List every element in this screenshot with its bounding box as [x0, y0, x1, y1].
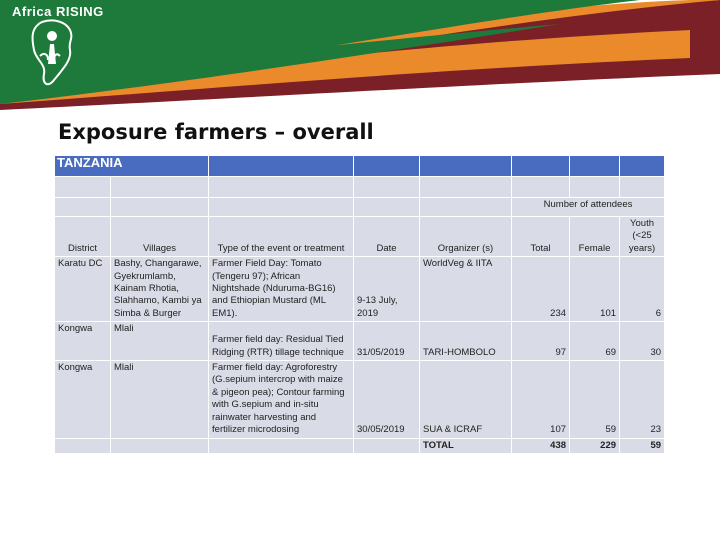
- organizer-cell: WorldVeg & IITA: [419, 256, 513, 323]
- date-cell: 9-13 July, 2019: [353, 256, 421, 323]
- column-header-row: District Villages Type of the event or t…: [54, 215, 666, 258]
- total-cell: 97: [511, 321, 571, 362]
- col-event: Type of the event or treatment: [208, 215, 355, 258]
- header-cell: [419, 155, 513, 177]
- blank-cell: [619, 176, 666, 198]
- blank-cell: [353, 176, 421, 198]
- attendance-table-container: TANZANIA Number of attendees District Vi…: [53, 155, 666, 454]
- date-cell: 30/05/2019: [353, 360, 421, 439]
- header-cell: [619, 155, 666, 177]
- totals-youth: 59: [619, 437, 666, 454]
- blank-cell: [419, 197, 513, 217]
- totals-female: 229: [569, 437, 621, 454]
- event-cell: Farmer field day: Residual Tied Ridging …: [208, 321, 355, 362]
- blank-cell: [109, 437, 210, 454]
- blank-cell: [208, 437, 355, 454]
- blank-cell: [511, 176, 571, 198]
- blank-cell: [54, 176, 111, 198]
- col-date: Date: [353, 215, 421, 258]
- header-banner: [0, 0, 720, 110]
- district-cell: Kongwa: [54, 321, 111, 362]
- slide-title: Exposure farmers – overall: [58, 120, 374, 144]
- blank-cell: [208, 176, 355, 198]
- blank-cell: [54, 197, 111, 217]
- header-cell: [208, 155, 355, 177]
- youth-cell: 30: [619, 321, 666, 362]
- col-organizer: Organizer (s): [419, 215, 513, 258]
- country-header: TANZANIA: [53, 155, 210, 177]
- attendees-header-row: Number of attendees: [54, 197, 666, 217]
- female-cell: 69: [569, 321, 621, 362]
- youth-cell: 6: [619, 256, 666, 323]
- date-cell: 31/05/2019: [353, 321, 421, 362]
- villages-cell: Bashy, Changarawe, Gyekrumlamb, Kainam R…: [109, 256, 210, 323]
- logo-text: Africa RISING: [12, 4, 104, 19]
- totals-total: 438: [511, 437, 571, 454]
- female-cell: 101: [569, 256, 621, 323]
- col-female: Female: [569, 215, 621, 258]
- blank-cell: [353, 197, 421, 217]
- attendance-table: TANZANIA Number of attendees District Vi…: [53, 155, 666, 454]
- blank-cell: [109, 197, 210, 217]
- totals-row: TOTAL 438 229 59: [54, 437, 666, 454]
- blank-cell: [208, 197, 355, 217]
- attendees-label: Number of attendees: [511, 197, 666, 217]
- district-cell: Karatu DC: [54, 256, 111, 323]
- col-total: Total: [511, 215, 571, 258]
- totals-label: TOTAL: [419, 437, 513, 454]
- event-cell: Farmer Field Day: Tomato (Tengeru 97); A…: [208, 256, 355, 323]
- villages-cell: Mlali: [109, 321, 210, 362]
- total-cell: 234: [511, 256, 571, 323]
- district-cell: Kongwa: [54, 360, 111, 439]
- organizer-cell: SUA & ICRAF: [419, 360, 513, 439]
- blank-cell: [109, 176, 210, 198]
- table-header-row: TANZANIA: [53, 155, 666, 177]
- table-row: Kongwa Mlali Farmer field day: Agrofores…: [54, 360, 666, 439]
- africa-rising-logo-icon: [31, 19, 73, 86]
- blank-cell: [353, 437, 421, 454]
- blank-cell: [419, 176, 513, 198]
- villages-cell: Mlali: [109, 360, 210, 439]
- table-row: Karatu DC Bashy, Changarawe, Gyekrumlamb…: [54, 256, 666, 323]
- table-blank-row: [54, 176, 666, 198]
- event-cell: Farmer field day: Agroforestry (G.sepium…: [208, 360, 355, 439]
- col-youth: Youth (<25 years): [619, 215, 666, 258]
- organizer-cell: TARI-HOMBOLO: [419, 321, 513, 362]
- blank-cell: [569, 176, 621, 198]
- col-district: District: [54, 215, 111, 258]
- header-cell: [569, 155, 621, 177]
- table-row: Kongwa Mlali Farmer field day: Residual …: [54, 321, 666, 362]
- col-villages: Villages: [109, 215, 210, 258]
- header-cell: [511, 155, 571, 177]
- banner-green-lower: [0, 24, 560, 104]
- header-cell: [353, 155, 421, 177]
- banner-orange-lower: [0, 30, 690, 104]
- female-cell: 59: [569, 360, 621, 439]
- total-cell: 107: [511, 360, 571, 439]
- youth-cell: 23: [619, 360, 666, 439]
- blank-cell: [54, 437, 111, 454]
